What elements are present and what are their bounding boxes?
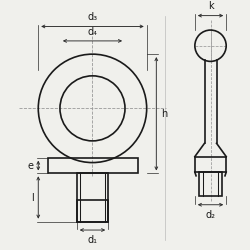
Bar xyxy=(48,158,138,174)
Text: d₃: d₃ xyxy=(88,12,98,22)
Text: l: l xyxy=(31,192,34,202)
Text: d₂: d₂ xyxy=(206,210,216,220)
Text: d₁: d₁ xyxy=(88,235,98,245)
Text: h: h xyxy=(162,109,168,119)
Bar xyxy=(77,174,108,222)
Text: k: k xyxy=(208,1,213,11)
Bar xyxy=(199,172,222,196)
Text: d₄: d₄ xyxy=(88,26,98,36)
Text: e: e xyxy=(28,160,34,170)
Bar xyxy=(77,200,108,222)
